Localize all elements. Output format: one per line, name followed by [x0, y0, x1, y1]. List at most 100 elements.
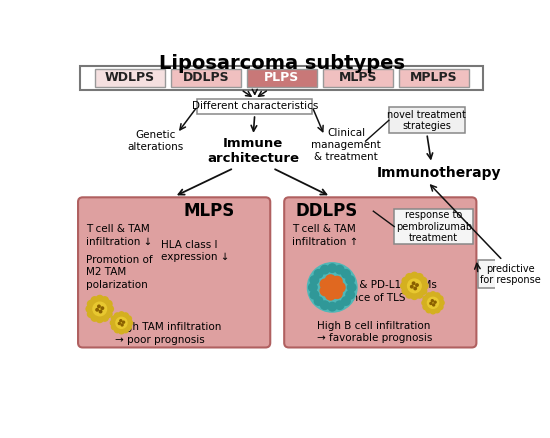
Circle shape	[321, 265, 329, 274]
Circle shape	[86, 306, 93, 312]
Circle shape	[431, 300, 433, 302]
Circle shape	[434, 301, 436, 303]
Circle shape	[335, 283, 345, 293]
Circle shape	[416, 274, 423, 281]
Circle shape	[114, 313, 120, 318]
Bar	[389, 107, 465, 134]
Circle shape	[401, 283, 408, 290]
Circle shape	[423, 296, 428, 301]
Circle shape	[310, 276, 318, 284]
Text: High TAM infiltration
→ poor prognosis: High TAM infiltration → poor prognosis	[116, 322, 222, 345]
Circle shape	[91, 297, 98, 304]
Text: novel treatment
strategies: novel treatment strategies	[387, 110, 466, 131]
Circle shape	[107, 306, 113, 312]
Circle shape	[314, 269, 323, 278]
Text: MPLPS: MPLPS	[410, 71, 458, 85]
Circle shape	[320, 279, 331, 289]
Circle shape	[402, 287, 409, 294]
Circle shape	[430, 292, 436, 297]
Circle shape	[126, 324, 131, 330]
Circle shape	[112, 324, 117, 330]
Text: Genetic
alterations: Genetic alterations	[128, 131, 184, 152]
Circle shape	[87, 311, 95, 318]
Circle shape	[314, 297, 323, 305]
Circle shape	[112, 316, 117, 321]
Circle shape	[433, 304, 434, 306]
Circle shape	[412, 282, 415, 285]
Circle shape	[96, 316, 103, 322]
Text: T cell & TAM
infiltration ↑: T cell & TAM infiltration ↑	[292, 224, 359, 247]
Circle shape	[111, 320, 116, 325]
Circle shape	[327, 283, 337, 293]
Circle shape	[105, 300, 112, 307]
Circle shape	[121, 324, 123, 326]
Text: Immunotherapy: Immunotherapy	[377, 166, 502, 180]
Circle shape	[406, 291, 413, 298]
Text: MLPS: MLPS	[183, 202, 234, 220]
Circle shape	[114, 327, 120, 333]
Circle shape	[336, 265, 344, 274]
Circle shape	[416, 284, 418, 286]
Circle shape	[91, 314, 98, 321]
Circle shape	[120, 320, 122, 322]
Circle shape	[119, 328, 124, 334]
Circle shape	[408, 279, 421, 293]
Circle shape	[310, 290, 318, 299]
Circle shape	[438, 300, 444, 306]
Text: T cells & PD-L1⁺ TAMs
Presence of TLS: T cells & PD-L1⁺ TAMs Presence of TLS	[323, 280, 437, 303]
Circle shape	[101, 314, 108, 321]
Circle shape	[332, 276, 342, 286]
Circle shape	[320, 286, 331, 296]
Circle shape	[123, 327, 128, 333]
Circle shape	[411, 293, 418, 300]
Circle shape	[127, 320, 133, 325]
Text: HLA class I
expression ↓: HLA class I expression ↓	[161, 240, 229, 262]
Text: DDLPS: DDLPS	[183, 71, 229, 85]
Text: Different characteristics: Different characteristics	[191, 102, 318, 111]
Text: Clinical
management
& treatment: Clinical management & treatment	[311, 128, 381, 162]
Circle shape	[98, 305, 100, 307]
Text: predictive
for response: predictive for response	[480, 264, 541, 285]
Circle shape	[414, 287, 416, 290]
Text: High B cell infiltration
→ favorable prognosis: High B cell infiltration → favorable pro…	[317, 321, 432, 343]
Circle shape	[96, 308, 98, 311]
Circle shape	[434, 307, 440, 313]
Circle shape	[346, 276, 354, 284]
Circle shape	[422, 300, 427, 306]
Circle shape	[342, 297, 350, 305]
Text: Promotion of
M2 TAM
polarization: Promotion of M2 TAM polarization	[86, 255, 152, 290]
Text: PLPS: PLPS	[264, 71, 300, 85]
Circle shape	[328, 302, 337, 311]
Bar	[80, 67, 483, 89]
Circle shape	[87, 300, 95, 307]
Text: WDLPS: WDLPS	[105, 71, 155, 85]
Circle shape	[116, 317, 127, 328]
Text: Liposarcoma subtypes: Liposarcoma subtypes	[159, 54, 405, 73]
Circle shape	[434, 293, 440, 299]
Circle shape	[342, 269, 350, 278]
Text: response to
pembrolizumab
treatment: response to pembrolizumab treatment	[395, 210, 472, 243]
Circle shape	[309, 283, 317, 292]
Text: MLPS: MLPS	[339, 71, 377, 85]
Circle shape	[105, 311, 112, 318]
Circle shape	[100, 311, 102, 313]
Circle shape	[119, 312, 124, 318]
Bar	[323, 69, 393, 87]
Circle shape	[430, 303, 432, 304]
Circle shape	[420, 287, 427, 294]
Circle shape	[437, 296, 443, 301]
Circle shape	[346, 290, 354, 299]
Text: DDLPS: DDLPS	[296, 202, 358, 220]
Circle shape	[118, 322, 120, 325]
Circle shape	[421, 283, 428, 290]
Circle shape	[348, 283, 356, 292]
FancyBboxPatch shape	[284, 198, 476, 347]
Circle shape	[123, 321, 125, 323]
Circle shape	[321, 301, 329, 309]
Circle shape	[307, 263, 357, 312]
Circle shape	[423, 304, 428, 310]
Circle shape	[126, 316, 131, 321]
Text: Immune
architecture: Immune architecture	[207, 137, 299, 165]
Circle shape	[430, 308, 436, 314]
Circle shape	[411, 272, 418, 279]
